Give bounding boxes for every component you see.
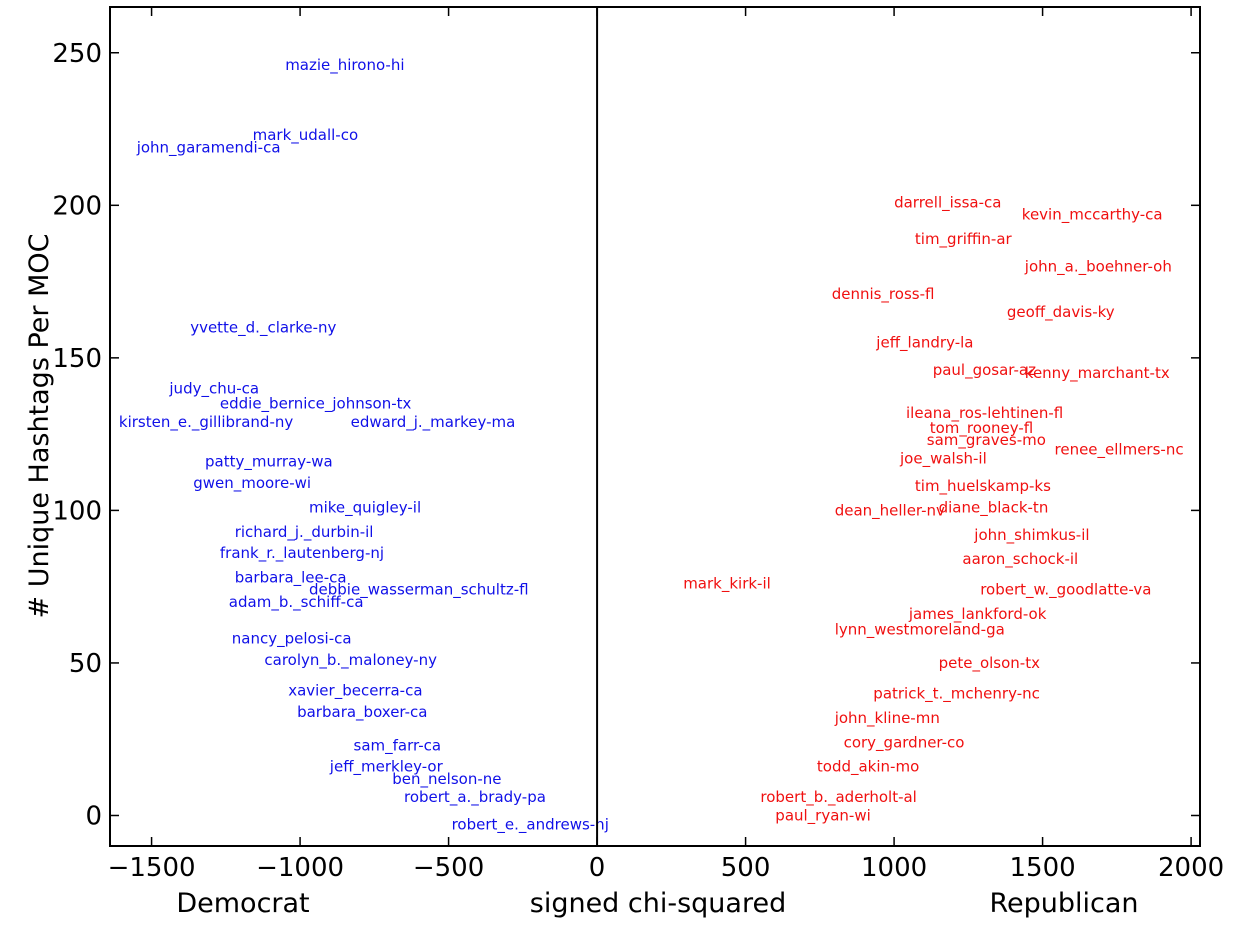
point-label: adam_b._schiff-ca xyxy=(229,593,364,612)
point-label: mark_kirk-il xyxy=(683,575,771,594)
point-label: tom_rooney-fl xyxy=(930,419,1034,438)
point-label: james_lankford-ok xyxy=(908,605,1047,624)
point-label: mike_quigley-il xyxy=(309,498,421,517)
x-tick-label: 1500 xyxy=(1010,853,1076,883)
point-label: robert_b._aderholt-al xyxy=(760,788,916,807)
point-label: richard_j._durbin-il xyxy=(235,523,374,542)
point-label: judy_chu-ca xyxy=(168,379,259,398)
point-label: geoff_davis-ky xyxy=(1007,303,1115,322)
point-label: john_a._boehner-oh xyxy=(1024,257,1172,276)
point-label: gwen_moore-wi xyxy=(193,474,311,493)
point-label: todd_akin-mo xyxy=(817,758,919,777)
axis-ticks: −1500 −1000 −500 0 500 1000 1500 2000 0 50 100 150 2… xyxy=(52,7,1224,883)
point-label: renee_ellmers-nc xyxy=(1055,440,1184,459)
point-label: john_garamendi-ca xyxy=(136,138,281,157)
point-label: eddie_bernice_johnson-tx xyxy=(220,395,412,414)
point-label: jeff_merkley-or xyxy=(329,758,444,777)
point-label: tim_griffin-ar xyxy=(915,230,1013,249)
point-label: dennis_ross-fl xyxy=(832,285,935,304)
point-labels: mazie_hirono-hi mark_udall-cojohn_garamen… xyxy=(119,56,1184,835)
point-label: darrell_issa-ca xyxy=(894,193,1001,212)
x-tick-label: 500 xyxy=(721,853,771,883)
point-label: nancy_pelosi-ca xyxy=(232,630,352,649)
point-label: robert_w._goodlatte-va xyxy=(980,581,1151,600)
point-label: aaron_schock-il xyxy=(962,550,1078,569)
point-label: barbara_lee-ca xyxy=(235,569,347,588)
point-label: frank_r._lautenberg-nj xyxy=(220,544,384,563)
point-label: john_shimkus-il xyxy=(973,526,1089,545)
point-label: carolyn_b._maloney-ny xyxy=(264,651,437,670)
x-tick-label: 1000 xyxy=(861,853,927,883)
y-tick-label: 200 xyxy=(52,191,102,221)
x-side-label-right: Republican xyxy=(989,888,1138,919)
point-label: pete_olson-tx xyxy=(939,654,1040,673)
point-label: kenny_marchant-tx xyxy=(1025,364,1170,383)
point-label: lynn_westmoreland-ga xyxy=(835,620,1005,639)
point-label: joe_walsh-il xyxy=(899,450,987,469)
point-label: patrick_t._mchenry-nc xyxy=(873,685,1040,704)
point-label: ileana_ros-lehtinen-fl xyxy=(906,404,1063,423)
point-label: cory_gardner-co xyxy=(844,733,965,752)
x-tick-label: −500 xyxy=(413,853,484,883)
y-tick-label: 100 xyxy=(52,496,102,526)
point-label: sam_graves-mo xyxy=(927,431,1046,450)
point-label: barbara_boxer-ca xyxy=(297,703,427,722)
point-label: xavier_becerra-ca xyxy=(288,681,422,700)
y-tick-label: 250 xyxy=(52,39,102,69)
y-tick-label: 50 xyxy=(69,649,102,679)
x-tick-label: −1500 xyxy=(108,853,196,883)
point-label: debbie_wasserman_schultz-fl xyxy=(309,581,529,600)
point-label: edward_j._markey-ma xyxy=(351,413,516,432)
point-label: patty_murray-wa xyxy=(205,453,333,472)
point-label: robert_a._brady-pa xyxy=(404,788,546,807)
x-axis-label: signed chi-squared xyxy=(530,888,786,919)
x-tick-label: 0 xyxy=(589,853,606,883)
x-tick-label: −1000 xyxy=(256,853,344,883)
point-label: paul_gosar-az xyxy=(933,361,1036,380)
point-label: john_kline-mn xyxy=(834,709,940,728)
point-label: diane_black-tn xyxy=(939,498,1049,517)
point-label: dean_heller-nv xyxy=(835,501,945,520)
plot-background xyxy=(110,7,1200,846)
point-label: kevin_mccarthy-ca xyxy=(1022,206,1163,225)
x-side-label-left: Democrat xyxy=(176,888,309,919)
point-label: sam_farr-ca xyxy=(354,736,442,755)
y-tick-label: 150 xyxy=(52,344,102,374)
point-label: mark_udall-co xyxy=(253,126,359,145)
point-label: ben_nelson-ne xyxy=(392,770,501,789)
y-axis-label: # Unique Hashtags Per MOC xyxy=(24,234,55,619)
point-label: paul_ryan-wi xyxy=(775,807,870,826)
point-label: robert_e._andrews-nj xyxy=(452,816,609,835)
point-label: tim_huelskamp-ks xyxy=(915,477,1051,496)
point-label: mazie_hirono-hi xyxy=(285,56,404,75)
plot-frame xyxy=(109,6,1201,847)
y-tick-label: 0 xyxy=(85,801,102,831)
point-label: jeff_landry-la xyxy=(875,334,973,353)
x-tick-label: 2000 xyxy=(1158,853,1224,883)
point-label: kirsten_e._gillibrand-ny xyxy=(119,413,293,432)
point-label: yvette_d._clarke-ny xyxy=(190,318,336,337)
